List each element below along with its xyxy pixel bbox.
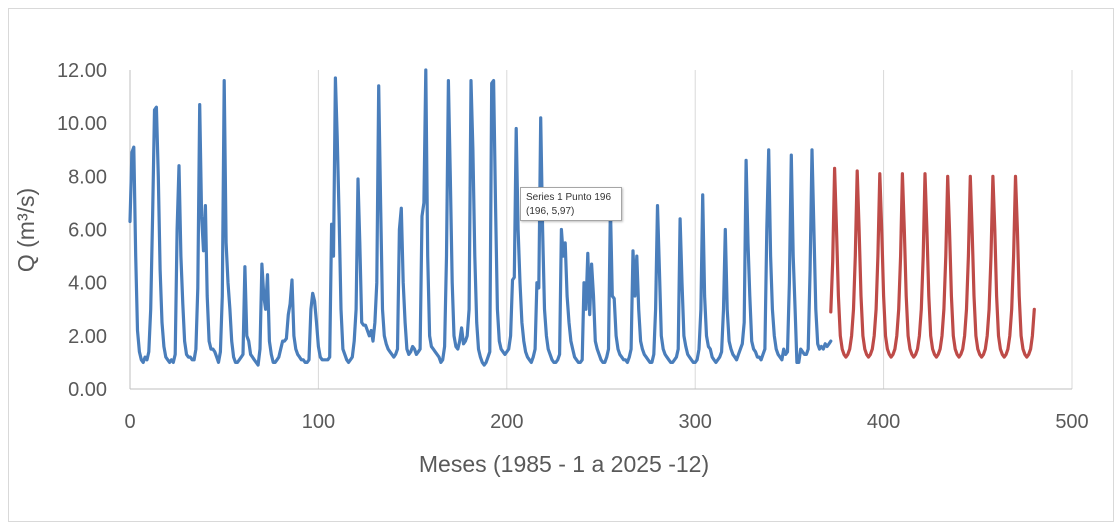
x-tick-label: 500 bbox=[1055, 411, 1088, 433]
series-line-1[interactable] bbox=[128, 68, 833, 367]
y-tick-label: 4.00 bbox=[68, 273, 107, 295]
tooltip-value: (196, 5,97) bbox=[526, 206, 575, 217]
tooltip-series-point: Series 1 Punto 196 bbox=[526, 192, 612, 203]
axes bbox=[129, 70, 1072, 390]
x-tick-label: 400 bbox=[867, 411, 900, 433]
y-tick-labels: 0.00 2.00 4.00 6.00 8.00 10.00 12.00 bbox=[57, 60, 107, 401]
x-tick-label: 200 bbox=[490, 411, 523, 433]
y-tick-label: 2.00 bbox=[68, 326, 107, 348]
y-tick-label: 8.00 bbox=[68, 166, 107, 188]
x-tick-label: 100 bbox=[302, 411, 335, 433]
x-axis-title: Meses (1985 - 1 a 2025 -12) bbox=[419, 451, 709, 477]
x-tick-labels: 0 100 200 300 400 500 bbox=[124, 411, 1088, 433]
y-tick-label: 0.00 bbox=[68, 379, 107, 401]
x-tick-label: 0 bbox=[124, 411, 135, 433]
y-tick-label: 12.00 bbox=[57, 60, 107, 82]
y-tick-label: 10.00 bbox=[57, 113, 107, 135]
series-lines bbox=[128, 68, 1036, 367]
data-point-tooltip: Series 1 Punto 196 (196, 5,97) bbox=[520, 187, 622, 221]
y-tick-label: 6.00 bbox=[68, 220, 107, 242]
y-axis-title: Q (m³/s) bbox=[13, 188, 39, 272]
series-line-2[interactable] bbox=[829, 166, 1036, 359]
x-tick-label: 300 bbox=[679, 411, 712, 433]
